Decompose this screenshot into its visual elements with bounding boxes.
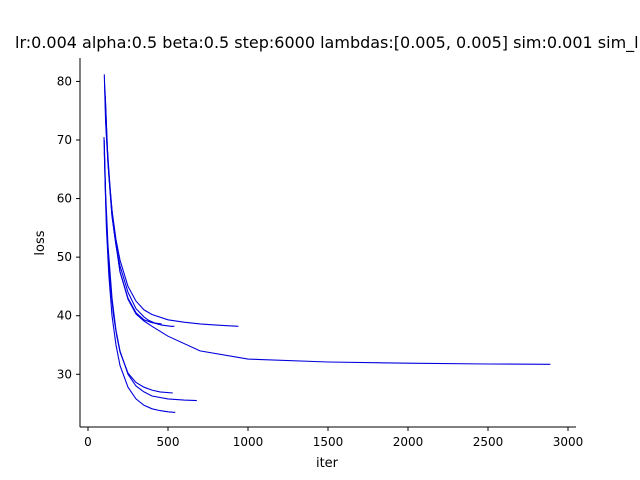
x-tick-label: 2000 [393, 435, 424, 449]
loss-curve-4 [104, 96, 162, 325]
x-tick-label: 1000 [233, 435, 264, 449]
x-axis-label: iter [316, 456, 339, 471]
x-tick-label: 0 [84, 435, 92, 449]
x-tick-label: 1500 [313, 435, 344, 449]
loss-curve-7 [103, 151, 176, 413]
y-tick-group: 30 40 50 60 70 80 [57, 74, 80, 381]
x-tick-group: 0 500 1000 1500 2000 2500 3000 [84, 427, 583, 449]
y-axis-label: loss [33, 230, 48, 255]
x-tick-label: 3000 [553, 435, 584, 449]
y-tick-label: 30 [57, 367, 72, 381]
chart-title: lr:0.004 alpha:0.5 beta:0.5 step:6000 la… [15, 33, 639, 52]
x-tick-label: 500 [157, 435, 180, 449]
y-tick-label: 70 [57, 133, 72, 147]
y-tick-label: 60 [57, 192, 72, 206]
loss-curve-2 [104, 84, 175, 327]
loss-curve-3 [104, 90, 551, 365]
loss-curve-6 [103, 139, 197, 402]
loss-curve-5 [103, 137, 173, 394]
curve-group [103, 74, 551, 413]
y-tick-label: 40 [57, 309, 72, 323]
y-tick-label: 50 [57, 250, 72, 264]
y-tick-label: 80 [57, 74, 72, 88]
x-tick-label: 2500 [473, 435, 504, 449]
